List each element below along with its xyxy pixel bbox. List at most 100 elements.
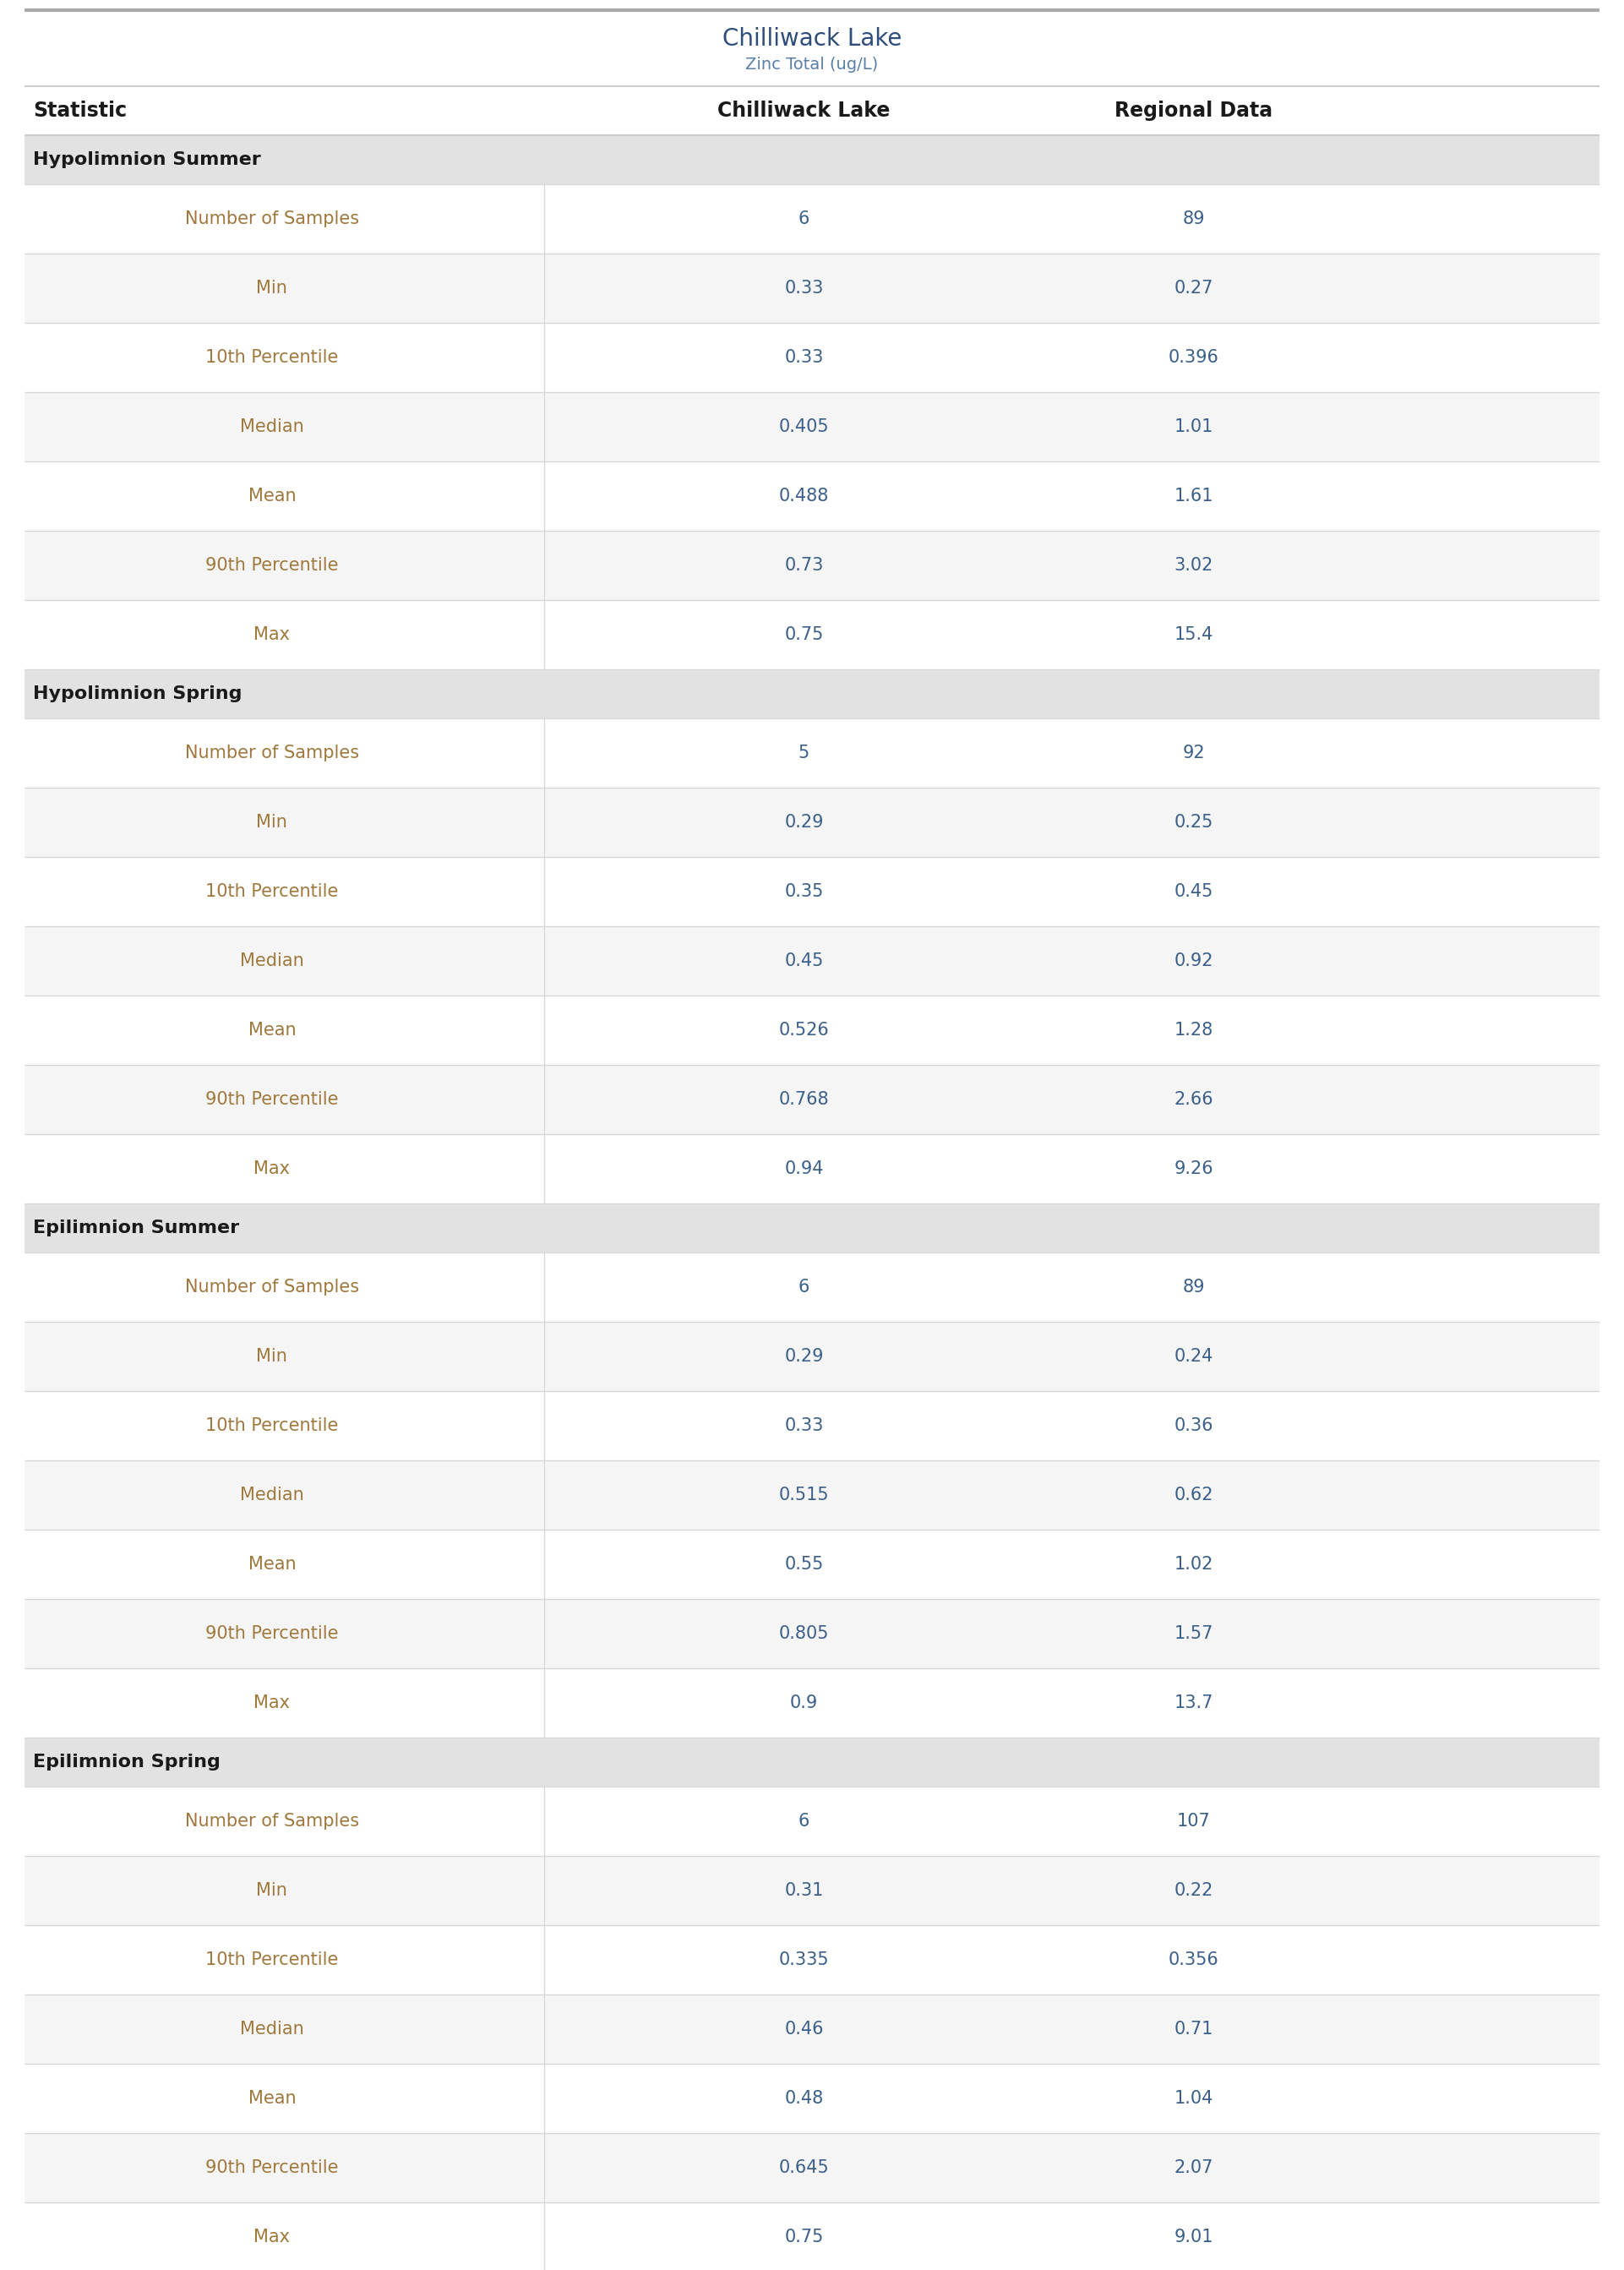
Text: 0.48: 0.48 [784,2091,823,2107]
Text: 1.28: 1.28 [1174,1022,1213,1040]
Text: 0.75: 0.75 [784,2229,823,2245]
Text: 90th Percentile: 90th Percentile [206,2159,338,2177]
Bar [24,858,1600,926]
Text: Zinc Total (ug/L): Zinc Total (ug/L) [745,57,879,73]
Bar [24,254,1600,322]
Bar [24,184,1600,254]
Text: 2.07: 2.07 [1174,2159,1213,2177]
Text: Chilliwack Lake: Chilliwack Lake [723,27,901,50]
Text: 6: 6 [799,1278,809,1296]
Bar [24,1253,1600,1321]
Text: 0.75: 0.75 [784,627,823,642]
Bar [24,2134,1600,2202]
Text: 1.57: 1.57 [1174,1625,1213,1641]
Bar [24,1668,1600,1737]
Text: 0.396: 0.396 [1168,350,1220,365]
Text: Epilimnion Summer: Epilimnion Summer [32,1219,239,1237]
Text: 0.24: 0.24 [1174,1348,1213,1364]
Bar [24,1065,1600,1135]
Text: 6: 6 [799,1814,809,1830]
Bar [24,670,1600,717]
Text: Epilimnion Spring: Epilimnion Spring [32,1755,221,1771]
Text: 0.526: 0.526 [778,1022,830,1040]
Text: 0.55: 0.55 [784,1555,823,1573]
Text: Hypolimnion Summer: Hypolimnion Summer [32,152,261,168]
Bar [24,1530,1600,1598]
Text: Min: Min [257,279,287,297]
Text: 0.31: 0.31 [784,1882,823,1900]
Text: 0.33: 0.33 [784,350,823,365]
Text: Regional Data: Regional Data [1114,100,1273,120]
Text: 0.645: 0.645 [778,2159,830,2177]
Text: 9.26: 9.26 [1174,1160,1213,1178]
Text: 0.35: 0.35 [784,883,823,901]
Text: 10th Percentile: 10th Percentile [206,350,338,365]
Text: 0.335: 0.335 [778,1952,830,1968]
Text: 0.92: 0.92 [1174,953,1213,969]
Text: Mean: Mean [248,488,296,504]
Text: 1.01: 1.01 [1174,418,1213,436]
Text: 0.9: 0.9 [789,1693,818,1712]
Text: 0.805: 0.805 [780,1625,828,1641]
Text: 15.4: 15.4 [1174,627,1213,642]
Text: 0.405: 0.405 [778,418,830,436]
Text: 0.25: 0.25 [1174,815,1213,831]
Bar [24,531,1600,599]
Bar [24,1857,1600,1925]
Text: 0.22: 0.22 [1174,1882,1213,1900]
Text: 2.66: 2.66 [1174,1092,1213,1108]
Text: Median: Median [240,418,304,436]
Bar [24,788,1600,858]
Bar [24,1995,1600,2063]
Text: 0.46: 0.46 [784,2020,823,2038]
Text: 0.29: 0.29 [784,815,823,831]
Text: 3.02: 3.02 [1174,556,1213,574]
Bar [24,1135,1600,1203]
Text: Statistic: Statistic [32,100,127,120]
Bar [24,1925,1600,1995]
Text: 90th Percentile: 90th Percentile [206,1092,338,1108]
Text: 0.29: 0.29 [784,1348,823,1364]
Text: Min: Min [257,1348,287,1364]
Bar [24,997,1600,1065]
Text: Min: Min [257,815,287,831]
Text: Max: Max [253,2229,291,2245]
Text: 1.04: 1.04 [1174,2091,1213,2107]
Bar [24,599,1600,670]
Text: 0.33: 0.33 [784,1416,823,1435]
Bar [24,2202,1600,2270]
Text: Median: Median [240,1487,304,1503]
Bar [24,2063,1600,2134]
Text: Mean: Mean [248,1022,296,1040]
Text: 0.62: 0.62 [1174,1487,1213,1503]
Text: Number of Samples: Number of Samples [185,1278,359,1296]
Text: 1.61: 1.61 [1174,488,1213,504]
Bar [24,926,1600,997]
Bar [24,136,1600,184]
Bar [24,461,1600,531]
Bar [24,1460,1600,1530]
Bar [24,322,1600,393]
Text: Max: Max [253,1160,291,1178]
Text: 90th Percentile: 90th Percentile [206,1625,338,1641]
Text: Number of Samples: Number of Samples [185,745,359,760]
Text: 90th Percentile: 90th Percentile [206,556,338,574]
Text: 6: 6 [799,211,809,227]
Text: Max: Max [253,627,291,642]
Text: 0.515: 0.515 [778,1487,830,1503]
Bar [24,1392,1600,1460]
Text: Number of Samples: Number of Samples [185,211,359,227]
Text: 1.02: 1.02 [1174,1555,1213,1573]
Text: 0.45: 0.45 [1174,883,1213,901]
Text: Min: Min [257,1882,287,1900]
Text: 0.73: 0.73 [784,556,823,574]
Bar [24,1786,1600,1857]
Bar [24,1598,1600,1668]
Text: 0.94: 0.94 [784,1160,823,1178]
Text: 0.45: 0.45 [784,953,823,969]
Text: 10th Percentile: 10th Percentile [206,883,338,901]
Text: 0.27: 0.27 [1174,279,1213,297]
Text: 0.36: 0.36 [1174,1416,1213,1435]
Bar [24,1203,1600,1253]
Text: 0.71: 0.71 [1174,2020,1213,2038]
